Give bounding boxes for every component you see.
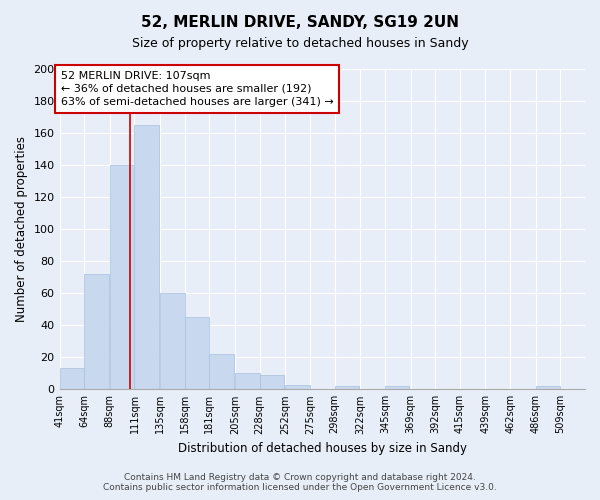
Bar: [110, 165, 134, 390]
Bar: [59, 368, 84, 390]
Bar: [286, 384, 310, 390]
Bar: [160, 293, 185, 390]
Text: 52, MERLIN DRIVE, SANDY, SG19 2UN: 52, MERLIN DRIVE, SANDY, SG19 2UN: [141, 15, 459, 30]
Bar: [235, 374, 260, 390]
Bar: [134, 125, 159, 390]
Bar: [84, 274, 109, 390]
Bar: [185, 317, 209, 390]
Bar: [209, 354, 234, 390]
Text: Contains HM Land Registry data © Crown copyright and database right 2024.
Contai: Contains HM Land Registry data © Crown c…: [103, 473, 497, 492]
Text: 52 MERLIN DRIVE: 107sqm
← 36% of detached houses are smaller (192)
63% of semi-d: 52 MERLIN DRIVE: 107sqm ← 36% of detache…: [61, 70, 334, 107]
Bar: [260, 375, 284, 390]
X-axis label: Distribution of detached houses by size in Sandy: Distribution of detached houses by size …: [178, 442, 467, 455]
Bar: [536, 386, 560, 390]
Bar: [335, 386, 359, 390]
Y-axis label: Number of detached properties: Number of detached properties: [15, 136, 28, 322]
Text: Size of property relative to detached houses in Sandy: Size of property relative to detached ho…: [131, 38, 469, 51]
Bar: [385, 386, 409, 390]
